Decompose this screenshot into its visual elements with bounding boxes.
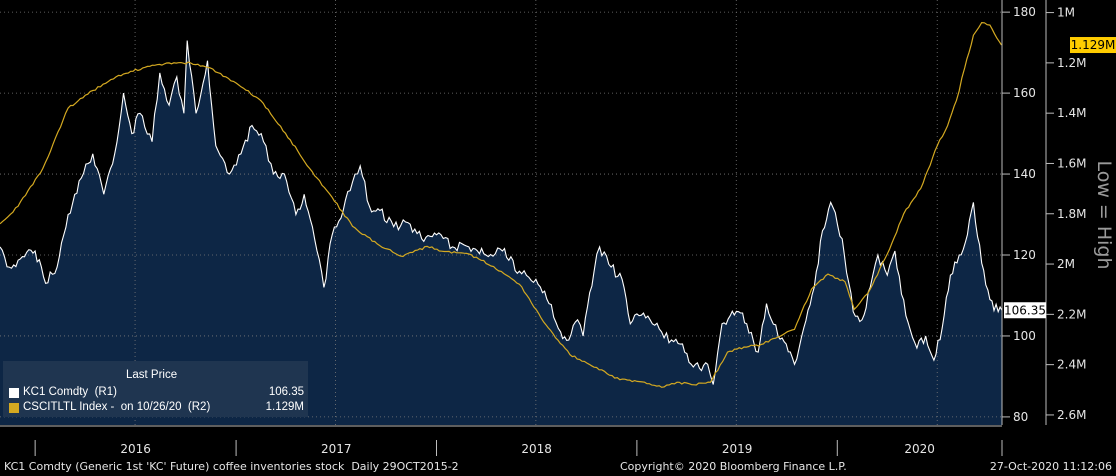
legend-box: Last Price KC1 Comdty (R1) 106.35 CSCITL… <box>3 361 308 417</box>
legend-value-cscitltl: 1.129M <box>265 401 304 413</box>
legend-row-kc1: KC1 Comdty (R1) 106.35 <box>9 386 304 400</box>
series-line-layer <box>0 21 1003 388</box>
inventory-tick-label-5: 2M <box>1057 257 1075 271</box>
inventory-tick-label-3: 1.6M <box>1057 156 1086 170</box>
price-tick-label-160: 160 <box>1013 86 1036 100</box>
price-tick-label-140: 140 <box>1013 167 1036 181</box>
kc1-last-value-badge <box>1004 302 1046 319</box>
inventory-tick-label-8: 2.6M <box>1057 408 1086 422</box>
inventory-tick-label-7: 2.4M <box>1057 358 1086 372</box>
year-label-2016: 2016 <box>120 442 151 456</box>
price-tick-label-100: 100 <box>1013 329 1036 343</box>
inventory-tick-label-6: 2.2M <box>1057 307 1086 321</box>
axis-layer: 80 100 120 140 160 180 1M 1.2M 1.4M 1.6M 1.8M 2M 2.2… <box>0 0 1086 456</box>
right-axis-side-label: Low = High <box>1078 140 1116 290</box>
footer-bar: KC1 Comdty (Generic 1st 'KC' Future) cof… <box>0 459 1116 476</box>
year-label-2019: 2019 <box>722 442 753 456</box>
cscitltl-inventory-line <box>0 21 1003 388</box>
low-high-label: Low = High <box>1093 160 1115 269</box>
legend-label-kc1: KC1 Comdty (R1) <box>23 386 117 398</box>
inventory-tick-label-4: 1.8M <box>1057 207 1086 221</box>
year-label-2020: 2020 <box>904 442 935 456</box>
legend-swatch-kc1 <box>9 388 19 398</box>
price-tick-label-180: 180 <box>1013 5 1036 19</box>
footer-copyright: Copyright© 2020 Bloomberg Finance L.P. <box>620 460 847 473</box>
kc1-last-value-text: 106.35 <box>1004 303 1046 317</box>
inventory-tick-label-0: 1M <box>1057 6 1075 20</box>
year-label-2017: 2017 <box>321 442 352 456</box>
inventory-tick-label-2: 1.4M <box>1057 106 1086 120</box>
cscitltl-last-value-text: 1.129M <box>1071 38 1116 52</box>
legend-label-cscitltl: CSCITLTL Index - on 10/26/20 (R2) <box>23 401 211 413</box>
price-tick-label-120: 120 <box>1013 248 1036 262</box>
kc1-price-line <box>0 40 1003 385</box>
kc1-area-fill <box>0 40 1002 425</box>
price-tick-label-80: 80 <box>1013 410 1028 424</box>
footer-timestamp: 27-Oct-2020 11:12:06 <box>989 460 1112 473</box>
last-value-badge-layer: 106.35 1.129M <box>1004 37 1116 319</box>
legend-row-cscitltl: CSCITLTL Index - on 10/26/20 (R2) 1.129M <box>9 401 304 415</box>
legend-title: Last Price <box>126 369 178 381</box>
legend-value-kc1: 106.35 <box>268 386 304 398</box>
price-area-layer <box>0 40 1002 425</box>
legend-swatch-cscitltl <box>9 403 19 413</box>
year-label-2018: 2018 <box>521 442 552 456</box>
cscitltl-last-value-badge <box>1070 37 1116 54</box>
footer-description: KC1 Comdty (Generic 1st 'KC' Future) cof… <box>4 460 459 473</box>
inventory-tick-label-1: 1.2M <box>1057 56 1086 70</box>
grid-layer <box>0 0 1002 425</box>
